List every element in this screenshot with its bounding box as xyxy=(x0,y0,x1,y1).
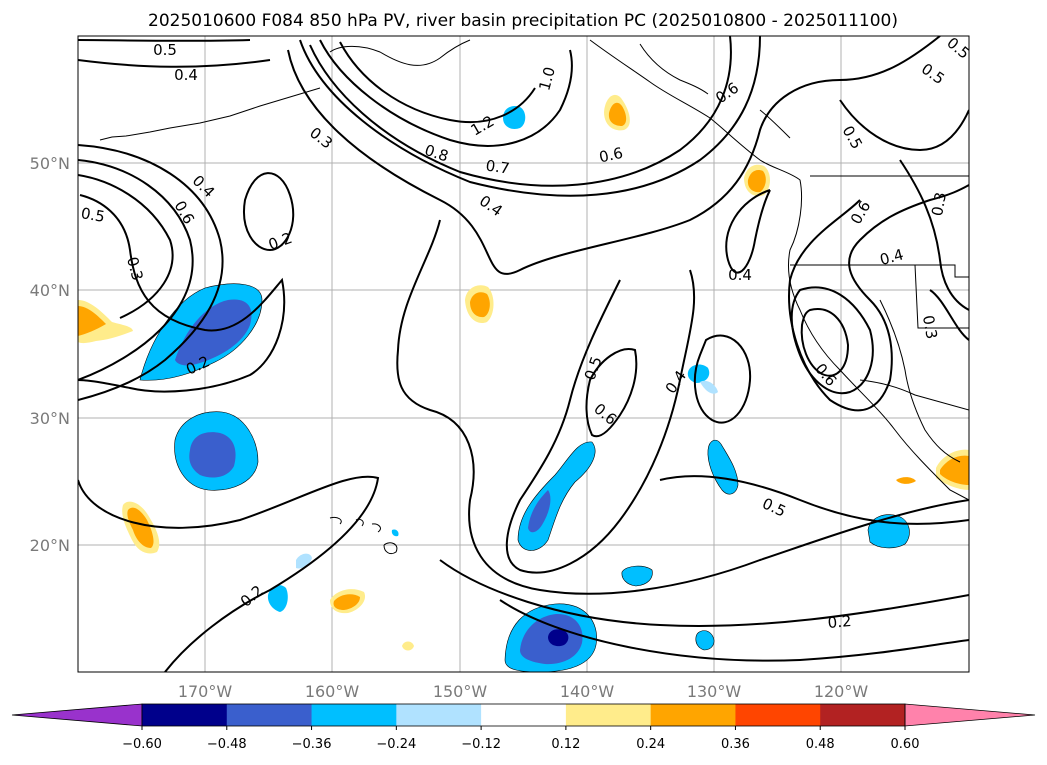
colorbar-extend-high xyxy=(904,703,1036,727)
colorbar-segment xyxy=(142,704,228,726)
contour-1-2 xyxy=(339,41,536,124)
lon-tick-label: 150°W xyxy=(433,682,488,701)
contour-0-3 xyxy=(78,194,286,393)
alaska-panhandle xyxy=(639,43,791,139)
contour-label: 0.5 xyxy=(153,41,177,59)
lon-tick-label: 170°W xyxy=(178,682,233,701)
longitude-ticks: 170°W 160°W 150°W 140°W 130°W 120°W xyxy=(178,682,869,701)
contour-label: 0.5 xyxy=(80,204,107,226)
colorbar-tick-label: −0.36 xyxy=(292,737,332,752)
contour-0-4-west xyxy=(78,174,174,319)
colorbar-tick-label: −0.24 xyxy=(376,737,416,752)
contour-0-4-small-east xyxy=(725,189,771,274)
contour-0-4-east xyxy=(693,334,752,424)
north-america-coast xyxy=(589,39,969,501)
contour-label: 0.3 xyxy=(928,191,950,218)
colorbar-segment xyxy=(481,704,567,726)
contour-label: 0.3 xyxy=(919,314,941,341)
contour-label: 0.2 xyxy=(827,612,852,632)
contour-0-6-west xyxy=(78,159,194,381)
latitude-ticks: 50°N 40°N 30°N 20°N xyxy=(30,154,70,555)
contour-0-3-east xyxy=(929,289,969,341)
lat-tick-label: 20°N xyxy=(30,536,70,555)
colorbar: −0.60 −0.48 −0.36 −0.24 −0.12 0.12 0.24 0.36 0.4… xyxy=(11,703,1036,752)
colorbar-tick-label: 0.36 xyxy=(721,737,750,752)
alaska-coast xyxy=(329,39,471,66)
lon-tick-label: 130°W xyxy=(687,682,742,701)
contour-0-4-top-left xyxy=(78,59,271,68)
map-frame xyxy=(77,35,970,673)
contour-0-7 xyxy=(309,36,732,187)
lat-tick-label: 50°N xyxy=(30,154,70,173)
positive-anomaly-cells xyxy=(78,94,969,651)
hawaiian-islands xyxy=(329,517,398,555)
contour-0-2-south-west xyxy=(78,475,380,672)
contour-0-4-central xyxy=(396,219,969,595)
colorbar-ticks xyxy=(141,726,906,730)
lon-tick-label: 140°W xyxy=(560,682,615,701)
colorbar-segment xyxy=(311,704,397,726)
us-mexico-border xyxy=(859,379,969,411)
contour-0-2-south xyxy=(439,559,969,627)
pv-contours xyxy=(78,36,969,672)
contour-label: 1.0 xyxy=(535,65,559,93)
colorbar-segment xyxy=(565,704,652,726)
aleutian-islands xyxy=(99,87,321,141)
colorbar-segment xyxy=(226,704,313,726)
state-border-east xyxy=(914,264,969,329)
baja-california xyxy=(879,299,961,463)
negative-anomaly-streak-22n xyxy=(517,441,596,551)
contour-1-0 xyxy=(319,39,573,147)
state-border-north xyxy=(790,264,969,278)
colorbar-segment xyxy=(650,704,736,726)
colorbar-labels: −0.60 −0.48 −0.36 −0.24 −0.12 0.12 0.24 0.36 0.4… xyxy=(122,737,919,752)
contour-label: 0.4 xyxy=(878,245,906,269)
colorbar-tick-label: −0.60 xyxy=(122,737,162,752)
lon-tick-label: 120°W xyxy=(814,682,869,701)
contour-0-2-bottom xyxy=(499,599,969,662)
contour-0-4-coast xyxy=(788,184,969,412)
contour-0-5-top-left xyxy=(78,39,251,42)
contour-0-5-coast xyxy=(800,308,850,377)
contour-0-6-coast xyxy=(790,286,874,395)
negative-anomaly-west-27n xyxy=(174,411,259,491)
contour-label: 0.4 xyxy=(174,66,198,84)
colorbar-segment xyxy=(396,704,482,726)
contour-0-5-northeast xyxy=(839,99,969,152)
colorbar-tick-label: 0.12 xyxy=(551,737,580,752)
colorbar-frame xyxy=(141,703,906,727)
contour-0-4 xyxy=(287,36,941,275)
negative-anomaly-small-cells xyxy=(267,106,910,651)
colorbar-tick-label: −0.12 xyxy=(461,737,501,752)
lat-tick-label: 40°N xyxy=(30,281,70,300)
contour-label: 0.6 xyxy=(597,144,624,167)
colorbar-tick-label: −0.48 xyxy=(207,737,247,752)
colorbar-extend-low xyxy=(11,703,143,727)
map-title: 2025010600 F084 850 hPa PV, river basin … xyxy=(148,11,898,31)
colorbar-tick-label: 0.48 xyxy=(806,737,835,752)
contour-label: 0.3 xyxy=(123,255,147,283)
contour-label: 0.7 xyxy=(485,156,511,177)
coastlines xyxy=(99,39,969,555)
contour-0-5-west xyxy=(78,144,224,401)
colorbar-segment xyxy=(820,704,906,726)
contour-0-2-small xyxy=(243,172,295,252)
contour-0-6-north xyxy=(299,36,761,197)
colorbar-segment xyxy=(735,704,821,726)
contour-0-3-northeast xyxy=(899,159,969,311)
contour-0-5-central xyxy=(505,269,696,574)
lon-tick-label: 160°W xyxy=(305,682,360,701)
colorbar-segments xyxy=(11,703,1036,727)
lat-tick-label: 30°N xyxy=(30,409,70,428)
contour-label: 0.4 xyxy=(728,266,752,284)
colorbar-tick-label: 0.60 xyxy=(891,737,920,752)
map-panel: 0.5 0.4 0.3 1.2 0.8 0.7 1.0 0.6 0.6 0.5 … xyxy=(77,35,970,673)
contour-0-5-south-east xyxy=(659,475,969,525)
colorbar-tick-label: 0.24 xyxy=(636,737,665,752)
contour-0-6-central xyxy=(585,348,638,438)
